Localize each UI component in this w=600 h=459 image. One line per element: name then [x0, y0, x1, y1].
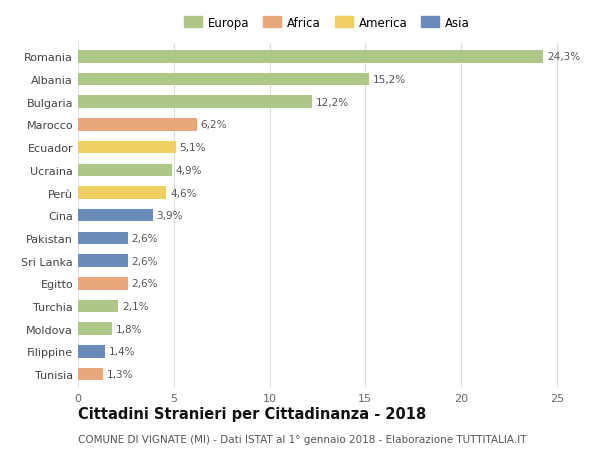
Text: 1,3%: 1,3%: [107, 369, 133, 379]
Bar: [78, 300, 118, 313]
Legend: Europa, Africa, America, Asia: Europa, Africa, America, Asia: [179, 12, 475, 34]
Bar: [78, 119, 197, 131]
Text: 12,2%: 12,2%: [316, 97, 349, 107]
Text: 1,4%: 1,4%: [109, 347, 135, 357]
Text: 6,2%: 6,2%: [200, 120, 227, 130]
Text: 2,6%: 2,6%: [131, 233, 158, 243]
Text: 4,9%: 4,9%: [176, 165, 202, 175]
Bar: [78, 164, 172, 177]
Bar: [78, 368, 103, 381]
Text: 5,1%: 5,1%: [179, 143, 206, 153]
Bar: [78, 255, 128, 267]
Bar: [78, 209, 152, 222]
Text: 3,9%: 3,9%: [157, 211, 183, 221]
Text: 2,6%: 2,6%: [131, 256, 158, 266]
Text: 4,6%: 4,6%: [170, 188, 196, 198]
Bar: [78, 141, 176, 154]
Text: 2,1%: 2,1%: [122, 301, 149, 311]
Bar: [78, 277, 128, 290]
Text: COMUNE DI VIGNATE (MI) - Dati ISTAT al 1° gennaio 2018 - Elaborazione TUTTITALIA: COMUNE DI VIGNATE (MI) - Dati ISTAT al 1…: [78, 434, 527, 444]
Text: 15,2%: 15,2%: [373, 75, 406, 85]
Text: 2,6%: 2,6%: [131, 279, 158, 289]
Bar: [78, 187, 166, 199]
Text: 24,3%: 24,3%: [547, 52, 580, 62]
Bar: [78, 73, 369, 86]
Bar: [78, 323, 112, 335]
Text: 1,8%: 1,8%: [116, 324, 143, 334]
Bar: [78, 96, 311, 109]
Bar: [78, 232, 128, 245]
Bar: [78, 345, 105, 358]
Text: Cittadini Stranieri per Cittadinanza - 2018: Cittadini Stranieri per Cittadinanza - 2…: [78, 406, 426, 421]
Bar: [78, 51, 544, 63]
